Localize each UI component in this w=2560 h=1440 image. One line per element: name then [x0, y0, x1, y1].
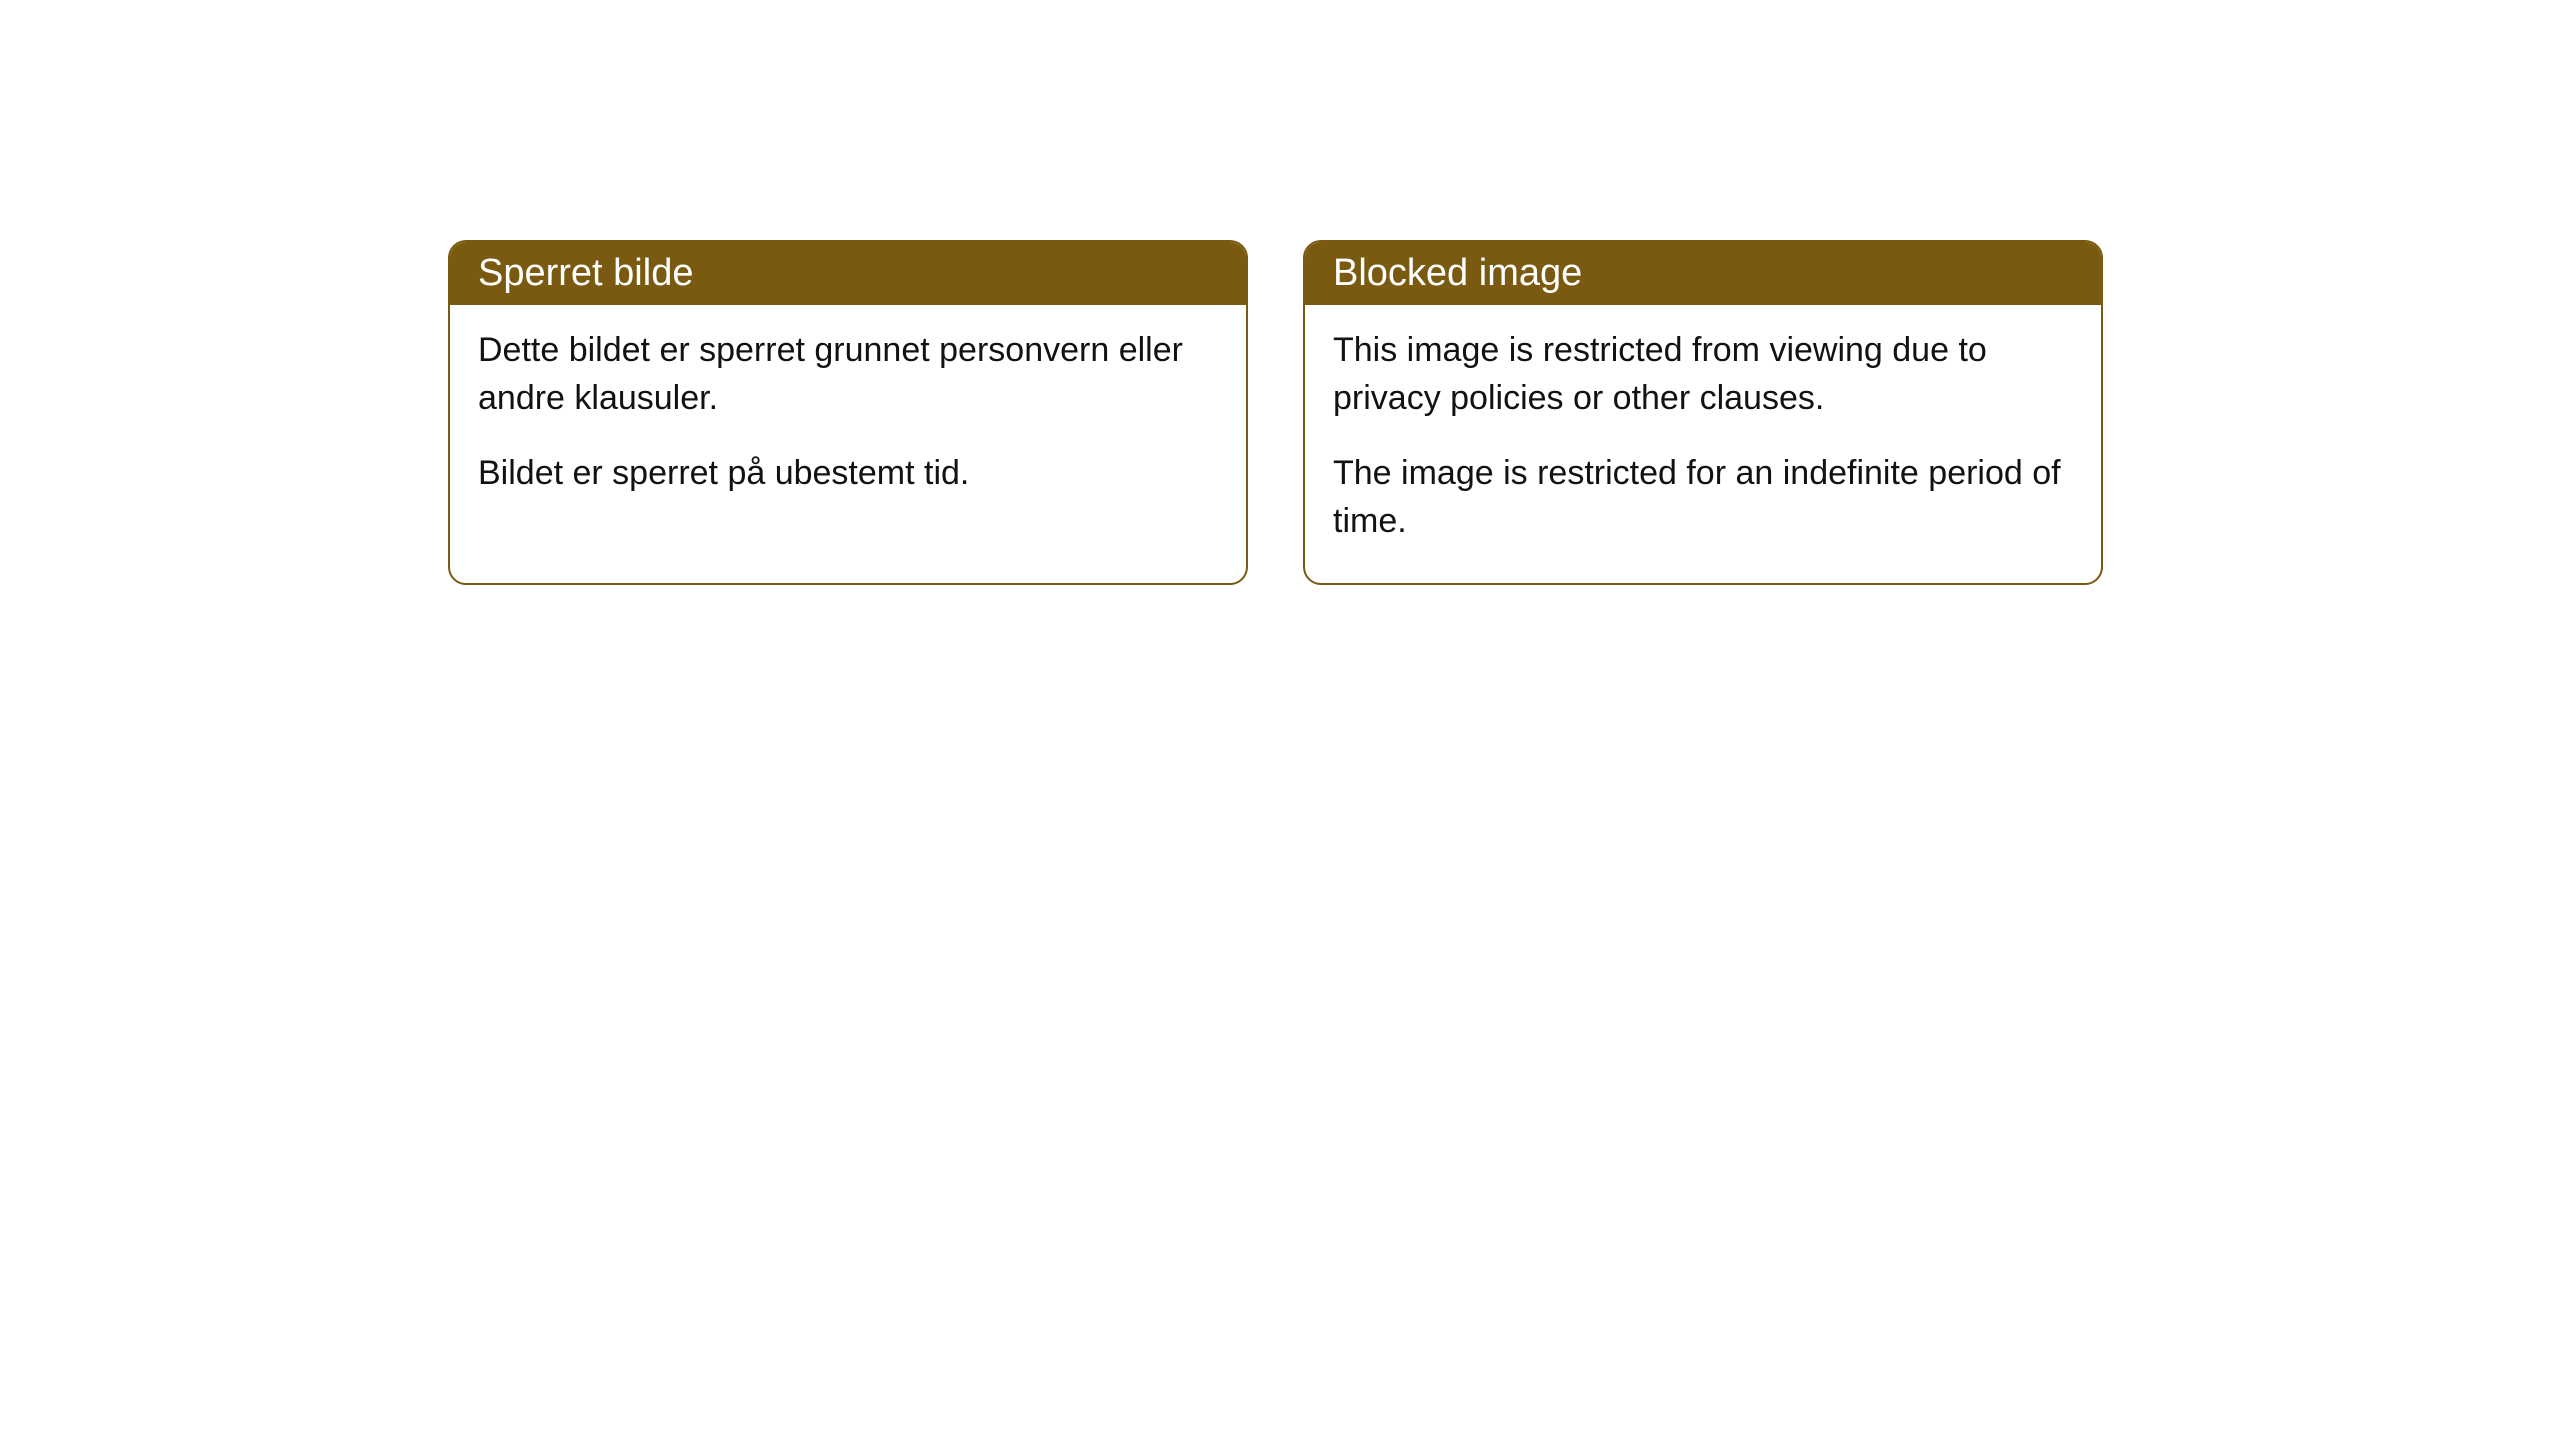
card-paragraph: Dette bildet er sperret grunnet personve…	[478, 327, 1218, 422]
card-body: This image is restricted from viewing du…	[1305, 305, 2101, 583]
card-body: Dette bildet er sperret grunnet personve…	[450, 305, 1246, 536]
card-header: Blocked image	[1305, 242, 2101, 305]
card-paragraph: This image is restricted from viewing du…	[1333, 327, 2073, 422]
card-title: Sperret bilde	[478, 252, 693, 294]
notice-card-norwegian: Sperret bilde Dette bildet er sperret gr…	[448, 240, 1248, 585]
card-paragraph: The image is restricted for an indefinit…	[1333, 450, 2073, 545]
notice-card-english: Blocked image This image is restricted f…	[1303, 240, 2103, 585]
notice-container: Sperret bilde Dette bildet er sperret gr…	[448, 240, 2103, 585]
card-header: Sperret bilde	[450, 242, 1246, 305]
card-title: Blocked image	[1333, 252, 1582, 294]
card-paragraph: Bildet er sperret på ubestemt tid.	[478, 450, 1218, 498]
